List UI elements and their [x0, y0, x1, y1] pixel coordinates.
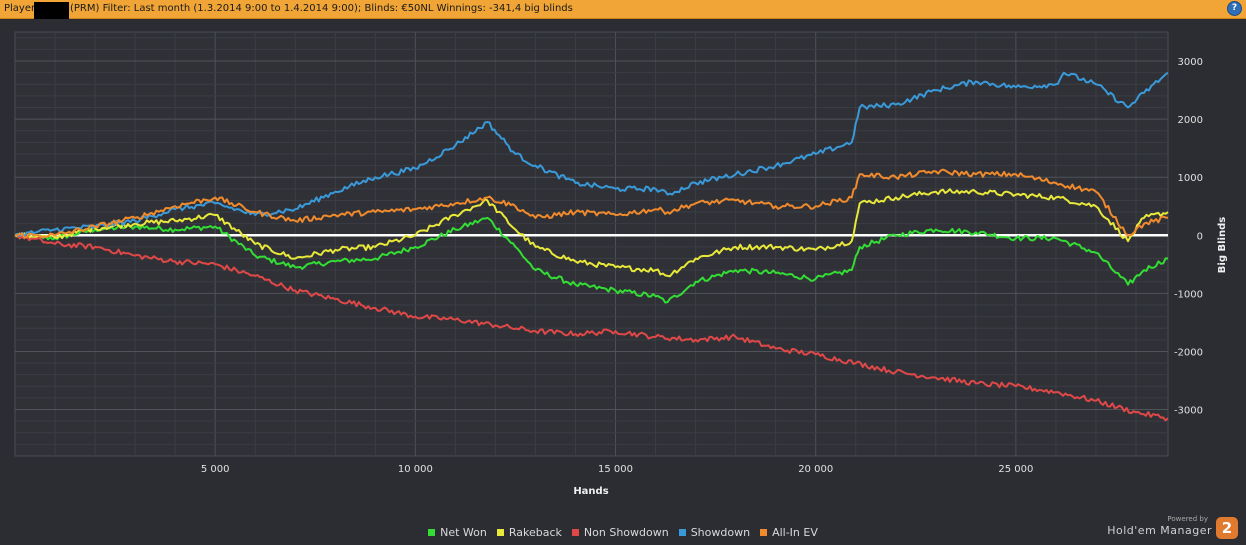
series-line-rakeback	[14, 188, 1169, 278]
filter-text: Filter: Last month (1.3.2014 9:00 to 1.4…	[102, 3, 573, 14]
series-line-all-in-ev	[14, 168, 1169, 239]
series-line-net-won	[14, 216, 1169, 304]
legend-item-rakeback[interactable]: Rakeback	[496, 525, 562, 539]
series-line-non-showdown	[14, 234, 1169, 422]
y-tick-label: 1000	[1178, 173, 1203, 184]
legend-swatch	[571, 528, 579, 536]
hm2-logo-icon: 2	[1216, 517, 1238, 539]
y-tick-label: 0	[1197, 231, 1203, 242]
help-icon[interactable]: ?	[1228, 2, 1241, 15]
y-axis-label: Big Blinds	[1217, 217, 1228, 273]
legend-item-non-showdown[interactable]: Non Showdown	[571, 525, 669, 539]
header-bar: Player (PRM) Filter: Last month (1.3.201…	[0, 0, 1246, 19]
legend-swatch	[678, 528, 686, 536]
x-tick-label: 20 000	[798, 464, 833, 475]
y-tick-label: -2000	[1174, 347, 1203, 358]
powered-by-text: Powered by	[1167, 515, 1208, 523]
series-line-showdown	[14, 71, 1169, 238]
x-tick-label: 5 000	[201, 464, 230, 475]
legend-swatch	[496, 528, 504, 536]
filter-summary: (PRM) Filter: Last month (1.3.2014 9:00 …	[70, 0, 573, 18]
legend-swatch	[428, 528, 436, 536]
redacted-player-name	[34, 2, 69, 19]
legend-item-showdown[interactable]: Showdown	[678, 525, 751, 539]
product-name: Hold'em Manager	[1107, 524, 1212, 537]
y-tick-label: 2000	[1178, 115, 1203, 126]
legend-item-all-in-ev[interactable]: All-In EV	[760, 526, 818, 539]
y-tick-label: 3000	[1178, 57, 1203, 68]
player-prefix: Player	[4, 3, 36, 14]
legend-label: Showdown	[690, 525, 751, 539]
legend-label: Rakeback	[508, 525, 562, 539]
y-tick-label: -3000	[1174, 406, 1203, 417]
x-tick-label: 10 000	[398, 464, 433, 475]
legend-label: Non Showdown	[583, 525, 669, 539]
legend-item-net-won[interactable]: Net Won	[428, 526, 487, 539]
legend-swatch	[760, 528, 768, 536]
axes: 5 000 10 000 15 000 20 000 25 000 3000 2000 100…	[201, 57, 1203, 475]
player-site: (PRM)	[70, 3, 100, 14]
grid	[14, 31, 1169, 457]
x-tick-label: 25 000	[998, 464, 1033, 475]
series-layer	[14, 71, 1169, 422]
x-tick-label: 15 000	[598, 464, 633, 475]
y-tick-label: -1000	[1174, 289, 1203, 300]
legend-label: All-In EV	[772, 525, 818, 539]
x-axis-label: Hands	[573, 486, 608, 497]
legend: Net Won Rakeback Non Showdown Showdown All-I…	[0, 524, 1246, 540]
legend-label: Net Won	[440, 525, 487, 539]
branding: Powered by Hold'em Manager 2	[1102, 513, 1242, 543]
